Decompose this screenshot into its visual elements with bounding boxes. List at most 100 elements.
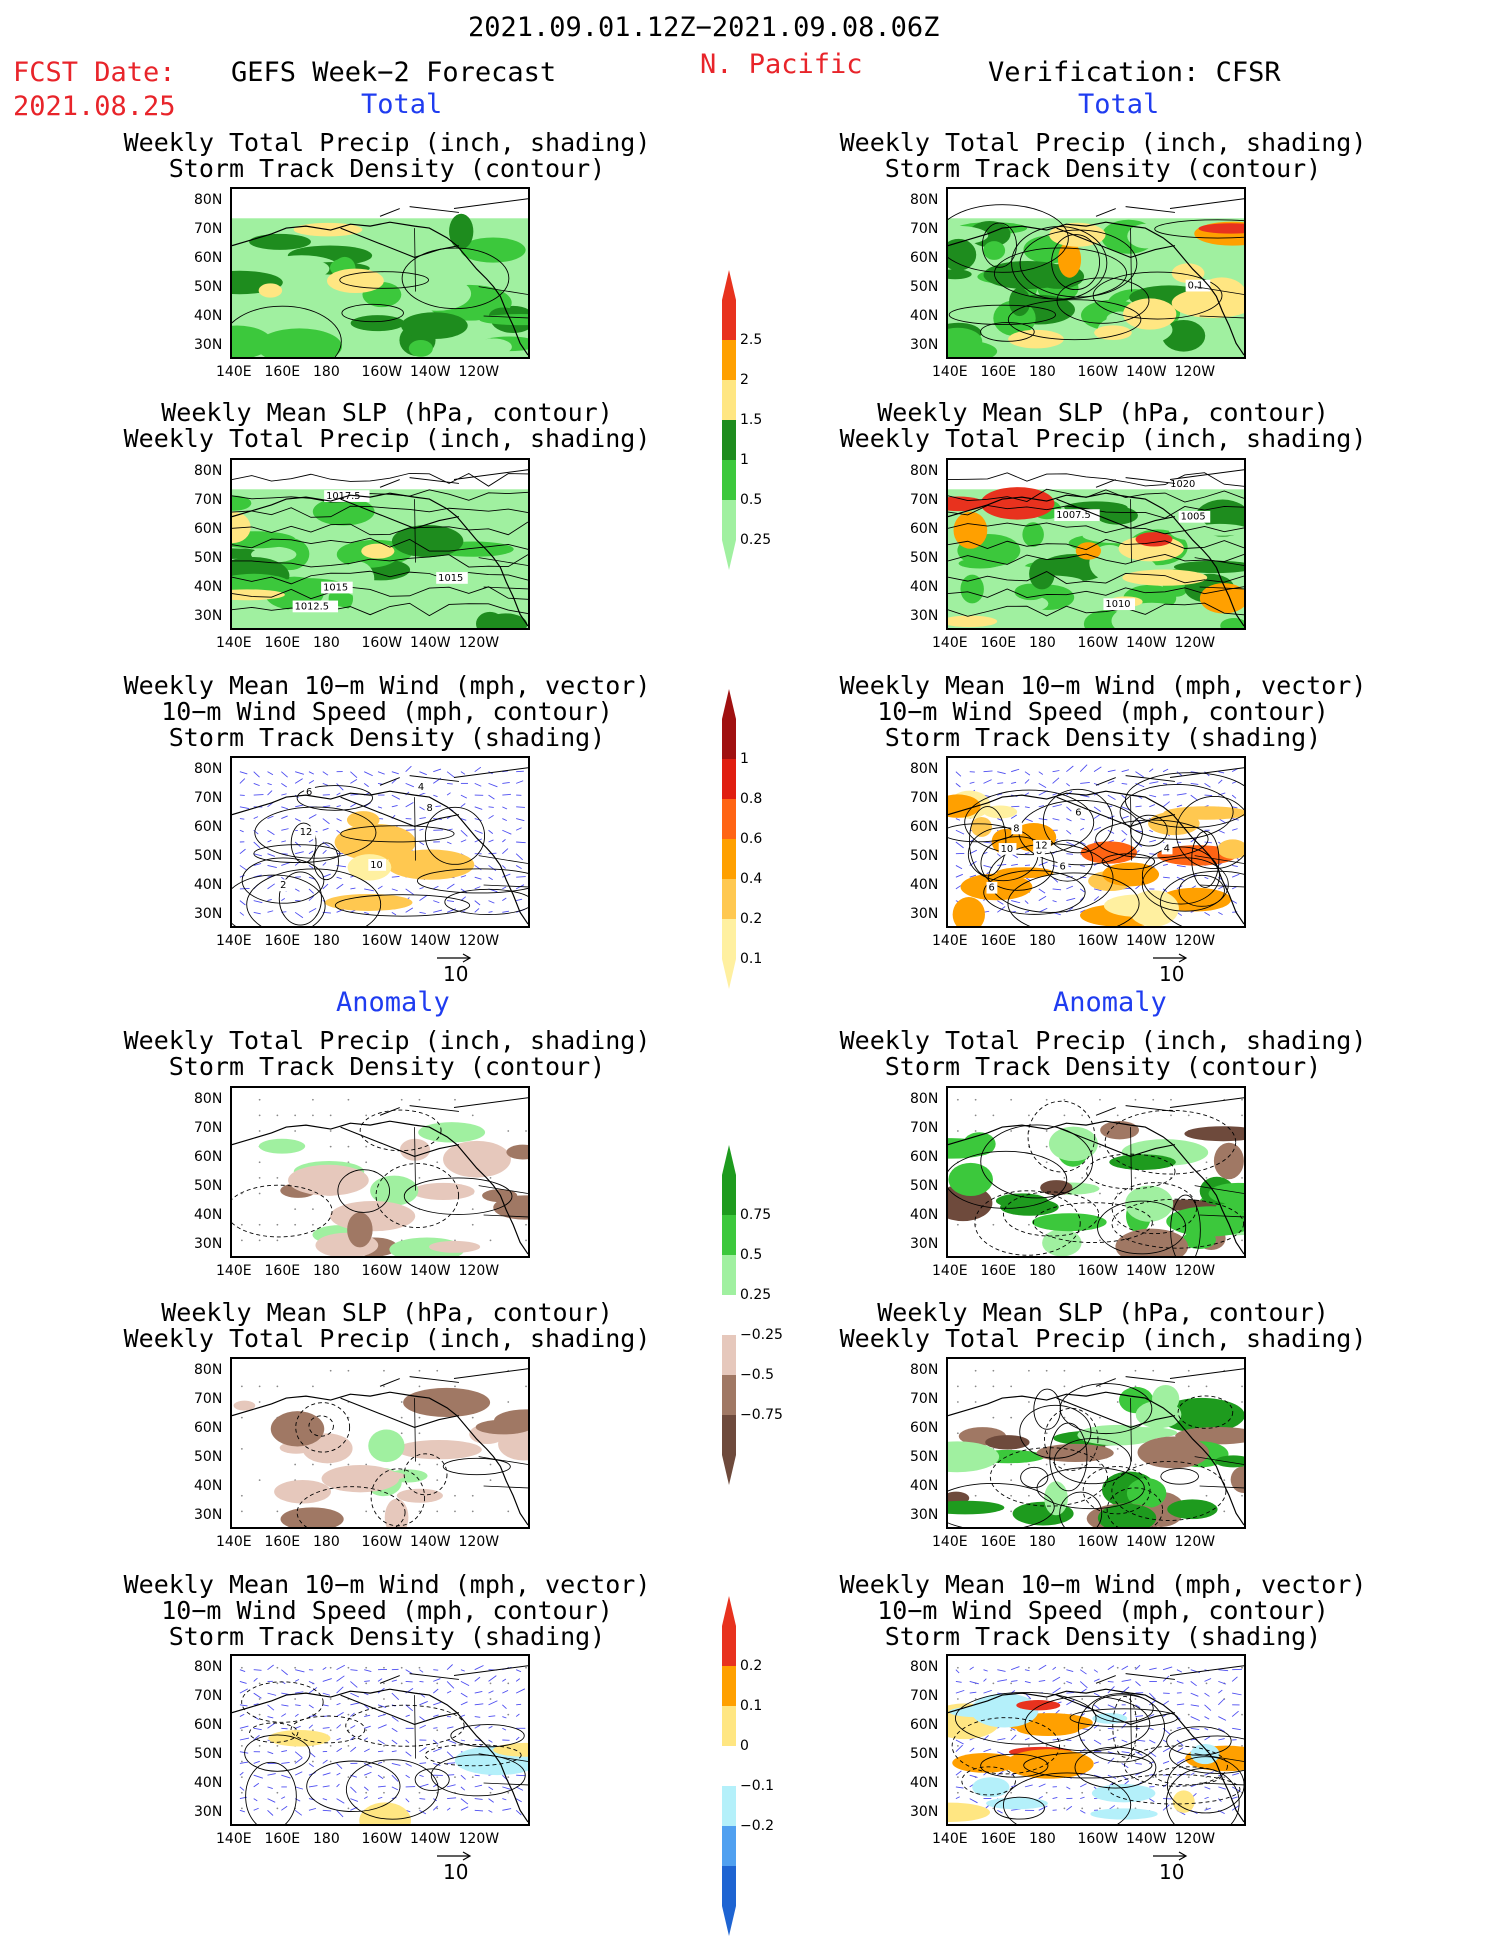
wind-vector [970, 1775, 978, 1777]
grid-dot [1064, 1370, 1066, 1372]
wind-vector [268, 791, 273, 796]
colorbar-label: 0.5 [740, 1247, 762, 1263]
colorbar-swatch [722, 1866, 736, 1906]
grid-dot [436, 1807, 438, 1809]
contour-line [307, 1761, 400, 1812]
latitude-label: 80N [194, 463, 222, 479]
wind-vector [1122, 1680, 1131, 1682]
wind-vector [984, 1772, 987, 1775]
colorbar-swatch [722, 919, 736, 959]
wind-vector [1080, 765, 1087, 772]
shading-cell [347, 1212, 372, 1247]
grid-dot [1064, 1667, 1066, 1669]
contour-label: 8 [427, 803, 433, 814]
grid-dot [1081, 1464, 1083, 1466]
colorbar-swatch [722, 1786, 736, 1826]
longitude-label: 160E [981, 1263, 1017, 1279]
colorbar-swatch [722, 500, 736, 540]
wind-vector [392, 1787, 398, 1790]
panel-title-line: Weekly Total Precip (inch, shading) [823, 1326, 1383, 1351]
wind-vector [309, 908, 316, 912]
wind-vector [309, 1715, 316, 1716]
wind-vector [1177, 783, 1182, 784]
wind-vector [475, 1677, 480, 1681]
wind-vector [406, 1740, 409, 1743]
wind-vector [1053, 1688, 1061, 1693]
shading-cell [403, 1388, 490, 1417]
grid-dot [1241, 1401, 1243, 1403]
colorbar-cap [722, 689, 736, 719]
grid-dot [1135, 1761, 1137, 1763]
longitude-label: 180 [313, 635, 340, 651]
shading-cell [1096, 507, 1138, 525]
wind-vector [1218, 1739, 1224, 1740]
wind-vector [489, 1787, 493, 1790]
shading-cell [475, 339, 512, 356]
wind-vector [489, 840, 494, 842]
wind-vector [1108, 1681, 1114, 1682]
shading-cell [1000, 1199, 1059, 1216]
panel-title-line: Weekly Mean SLP (hPa, contour) [107, 1300, 667, 1325]
wind-vector [1066, 898, 1075, 900]
date-range: 2021.09.01.12Z−2021.09.08.06Z [468, 14, 939, 41]
longitude-label: 120W [1175, 933, 1216, 949]
wind-vector [1149, 1752, 1156, 1757]
grid-dot [1010, 1729, 1012, 1731]
longitude-label: 120W [1175, 635, 1216, 651]
wind-vector [984, 1679, 987, 1682]
wind-vector [1149, 1728, 1153, 1729]
grid-dot [276, 1682, 278, 1684]
grid-dot [241, 1239, 243, 1241]
grid-dot [992, 1417, 994, 1419]
grid-dot [490, 1682, 492, 1684]
panel-title-line: Storm Track Density (shading) [823, 1624, 1383, 1649]
grid-dot [975, 1099, 977, 1101]
longitude-label: 160E [265, 364, 301, 380]
wind-vector [337, 830, 340, 833]
grid-dot [1135, 1667, 1137, 1669]
wind-vector [268, 1787, 273, 1789]
wind-vector [447, 783, 453, 784]
grid-dot [259, 1239, 261, 1241]
shading-cell [397, 1489, 443, 1503]
longitude-label: 160W [1078, 1263, 1119, 1279]
grid-dot [992, 1370, 994, 1372]
grid-dot [401, 1099, 403, 1101]
wind-vector [502, 849, 508, 854]
wind-vector [281, 1762, 289, 1763]
wind-vector [254, 1775, 263, 1778]
latitude-label: 50N [910, 1746, 938, 1762]
longitude-label: 120W [1175, 1263, 1216, 1279]
shading-cell [1214, 1143, 1244, 1180]
grid-dot [259, 1714, 261, 1716]
latitude-label: 50N [910, 550, 938, 566]
wind-vector [337, 819, 342, 821]
wind-vector [516, 1679, 520, 1682]
wind-vector [1094, 1693, 1099, 1696]
wind-vector [956, 1745, 963, 1752]
wind-vector [1080, 1810, 1085, 1813]
grid-dot [383, 1792, 385, 1794]
grid-dot [401, 1401, 403, 1403]
grid-dot [1028, 1224, 1030, 1226]
wind-vector [1122, 1752, 1130, 1753]
colorbar-swatch [722, 460, 736, 500]
wind-vector [1053, 1677, 1060, 1681]
wind-vector [281, 1797, 285, 1799]
wind-vector [392, 889, 398, 891]
wind-vector [1205, 1705, 1211, 1711]
shading-cell [983, 241, 1005, 260]
shading-cell [1044, 1481, 1068, 1515]
grid-dot [1152, 1370, 1154, 1372]
contour-label: 12 [300, 827, 313, 838]
grid-dot [472, 1208, 474, 1210]
wind-vector [240, 1705, 248, 1706]
grid-dot [1064, 1745, 1066, 1747]
wind-vector [1039, 1680, 1045, 1681]
wind-vector [1163, 864, 1168, 865]
wind-vector [1149, 804, 1155, 806]
grid-dot [507, 1130, 509, 1132]
wind-vector [1066, 1806, 1071, 1810]
grid-dot [1170, 1114, 1172, 1116]
